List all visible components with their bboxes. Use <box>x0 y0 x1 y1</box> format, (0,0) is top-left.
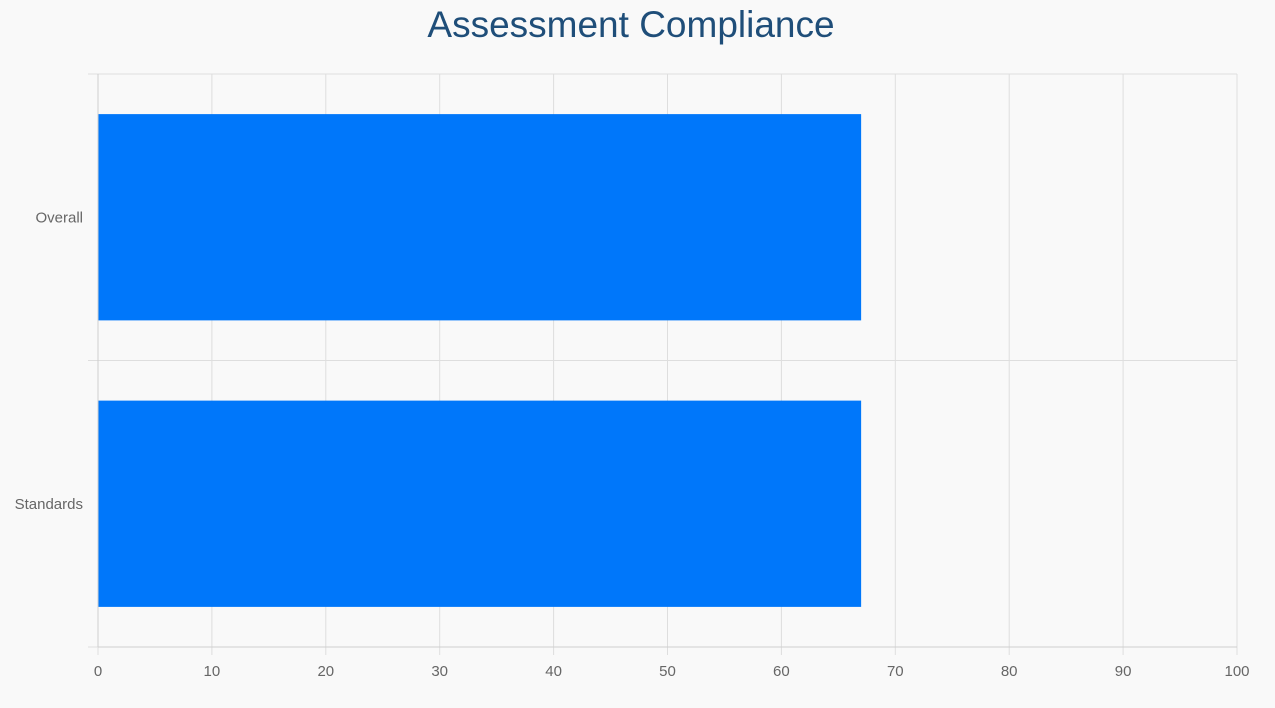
x-tick-label: 50 <box>659 663 676 680</box>
bars <box>98 114 862 607</box>
x-tick-label: 70 <box>887 663 904 680</box>
x-tick-label: 30 <box>431 663 448 680</box>
x-tick-label: 60 <box>773 663 790 680</box>
x-tick-label: 90 <box>1115 663 1132 680</box>
tick-labels: 0 10 20 30 40 50 60 70 80 90 100 Overall Standards <box>15 209 1250 680</box>
bar-overall <box>98 114 862 321</box>
bar-standards <box>98 400 862 607</box>
y-tick-label: Standards <box>15 496 83 513</box>
axes <box>97 74 1237 648</box>
chart-title: Assessment Compliance <box>427 4 835 45</box>
x-tick-label: 0 <box>94 663 102 680</box>
y-tick-label: Overall <box>35 209 83 226</box>
x-tick-label: 10 <box>204 663 221 680</box>
x-tick-label: 20 <box>317 663 334 680</box>
x-tick-label: 100 <box>1224 663 1249 680</box>
x-tick-label: 40 <box>545 663 562 680</box>
x-tick-label: 80 <box>1001 663 1018 680</box>
